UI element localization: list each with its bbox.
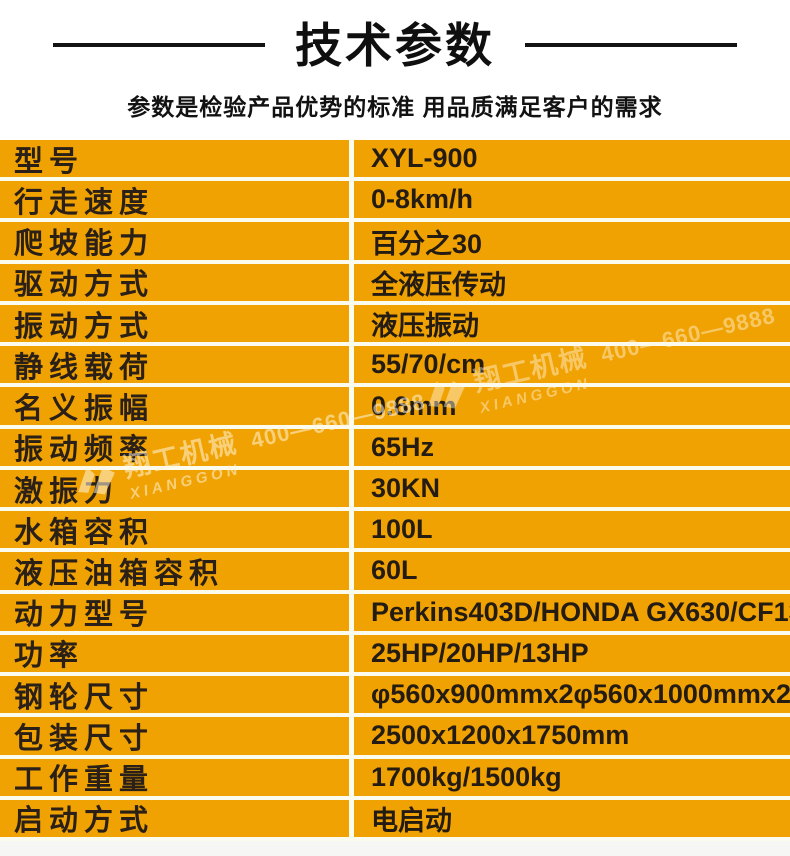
spec-value: Perkins403D/HONDA GX630/CF13 [371, 596, 790, 627]
spec-label: 激振力 [0, 469, 354, 508]
spec-label: 驱动方式 [0, 263, 354, 301]
title-decorative-line-left [53, 43, 265, 47]
spec-label: 静线载荷 [0, 346, 354, 384]
spec-value: 65Hz [371, 431, 435, 462]
spec-label: 振动频率 [0, 428, 354, 466]
spec-label: 包装尺寸 [0, 717, 354, 755]
spec-value: φ560x900mmx2φ560x1000mmx2 [371, 679, 790, 710]
table-row: 驱动方式 全液压传动 [0, 263, 790, 305]
spec-value: 1700kg/1500kg [371, 761, 562, 792]
spec-value: 55/70/cm [371, 349, 486, 380]
spec-value: 电启动 [371, 805, 452, 836]
spec-value: 2500x1200x1750mm [371, 720, 630, 751]
table-row: 水箱容积 100L [0, 511, 790, 553]
spec-value: XYL-900 [371, 143, 478, 174]
spec-value: 液压振动 [371, 311, 479, 342]
spec-label: 水箱容积 [0, 511, 354, 549]
table-row: 激振力 30KN [0, 469, 790, 512]
spec-value: 25HP/20HP/13HP [371, 637, 589, 668]
spec-value: 0.6mm [371, 390, 457, 421]
table-row: 静线载荷 55/70/cm [0, 346, 790, 388]
spec-value: 30KN [371, 472, 441, 503]
table-row: 动力型号 Perkins403D/HONDA GX630/CF13 [0, 593, 790, 635]
spec-value: 全液压传动 [371, 269, 506, 300]
header: 技术参数 参数是检验产品优势的标准 用品质满足客户的需求 [0, 0, 790, 140]
table-row: 液压油箱容积 60L [0, 552, 790, 594]
table-row: 爬坡能力 百分之30 [0, 222, 790, 264]
spec-label: 液压油箱容积 [0, 552, 354, 590]
table-row: 工作重量 1700kg/1500kg [0, 758, 790, 800]
spec-label: 钢轮尺寸 [0, 676, 354, 714]
spec-label: 爬坡能力 [0, 222, 354, 260]
spec-label: 行走速度 [0, 181, 354, 219]
table-row: 振动方式 液压振动 [0, 304, 790, 347]
table-row: 振动频率 65Hz [0, 428, 790, 470]
title-decorative-line-right [525, 43, 737, 47]
page-title: 技术参数 [295, 18, 495, 72]
table-row: 行走速度 0-8km/h [0, 181, 790, 223]
spec-label: 功率 [0, 634, 354, 673]
table-row: 钢轮尺寸 φ560x900mmx2φ560x1000mmx2 [0, 676, 790, 718]
spec-label: 动力型号 [0, 593, 354, 631]
page-subtitle: 参数是检验产品优势的标准 用品质满足客户的需求 [127, 94, 663, 120]
table-row: 启动方式 电启动 [0, 799, 790, 841]
spec-value: 60L [371, 555, 418, 586]
table-row: 名义振幅 0.6mm [0, 387, 790, 429]
bottom-strip [0, 841, 790, 856]
spec-value: 百分之30 [371, 228, 483, 259]
title-row: 技术参数 [0, 14, 790, 76]
spec-value: 100L [371, 514, 433, 545]
table-row: 包装尺寸 2500x1200x1750mm [0, 717, 790, 759]
spec-label: 型号 [0, 140, 354, 178]
spec-label: 工作重量 [0, 758, 354, 796]
spec-label: 启动方式 [0, 799, 354, 837]
table-row: 型号 XYL-900 [0, 140, 790, 182]
spec-value: 0-8km/h [371, 184, 474, 215]
spec-label: 振动方式 [0, 304, 354, 343]
table-row: 功率 25HP/20HP/13HP [0, 634, 790, 677]
spec-label: 名义振幅 [0, 387, 354, 425]
spec-table: 型号 XYL-900 行走速度 0-8km/h 爬坡能力 百分之30 驱动方式 … [0, 140, 790, 841]
